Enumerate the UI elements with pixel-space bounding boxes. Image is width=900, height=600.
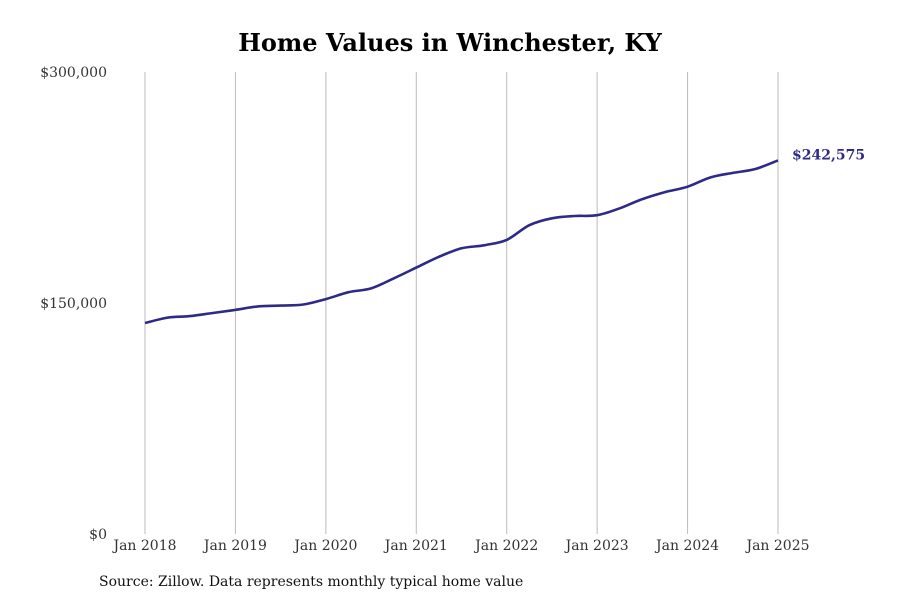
end-value-label: $242,575	[792, 147, 865, 163]
x-tick-label: Jan 2020	[292, 538, 357, 554]
grid-lines	[144, 72, 779, 534]
y-tick-label: $150,000	[40, 296, 107, 312]
x-axis: Jan 2018 Jan 2019 Jan 2020 Jan 2021 Jan 2022…	[111, 538, 809, 554]
source-note: Source: Zillow. Data represents monthly …	[99, 574, 524, 590]
y-tick-label: $0	[89, 527, 107, 543]
x-tick-label: Jan 2024	[654, 538, 719, 554]
x-tick-label: Jan 2019	[202, 538, 267, 554]
chart-title: Home Values in Winchester, KY	[238, 28, 662, 57]
x-tick-label: Jan 2018	[111, 538, 176, 554]
x-tick-label: Jan 2022	[473, 538, 538, 554]
x-tick-label: Jan 2023	[564, 538, 629, 554]
y-tick-label: $300,000	[40, 65, 107, 81]
series-layer: $242,575	[144, 147, 865, 325]
series-line	[144, 159, 779, 325]
x-tick-label: Jan 2021	[383, 538, 448, 554]
x-tick-label: Jan 2025	[744, 538, 809, 554]
y-axis: $0 $150,000 $300,000	[40, 65, 107, 543]
